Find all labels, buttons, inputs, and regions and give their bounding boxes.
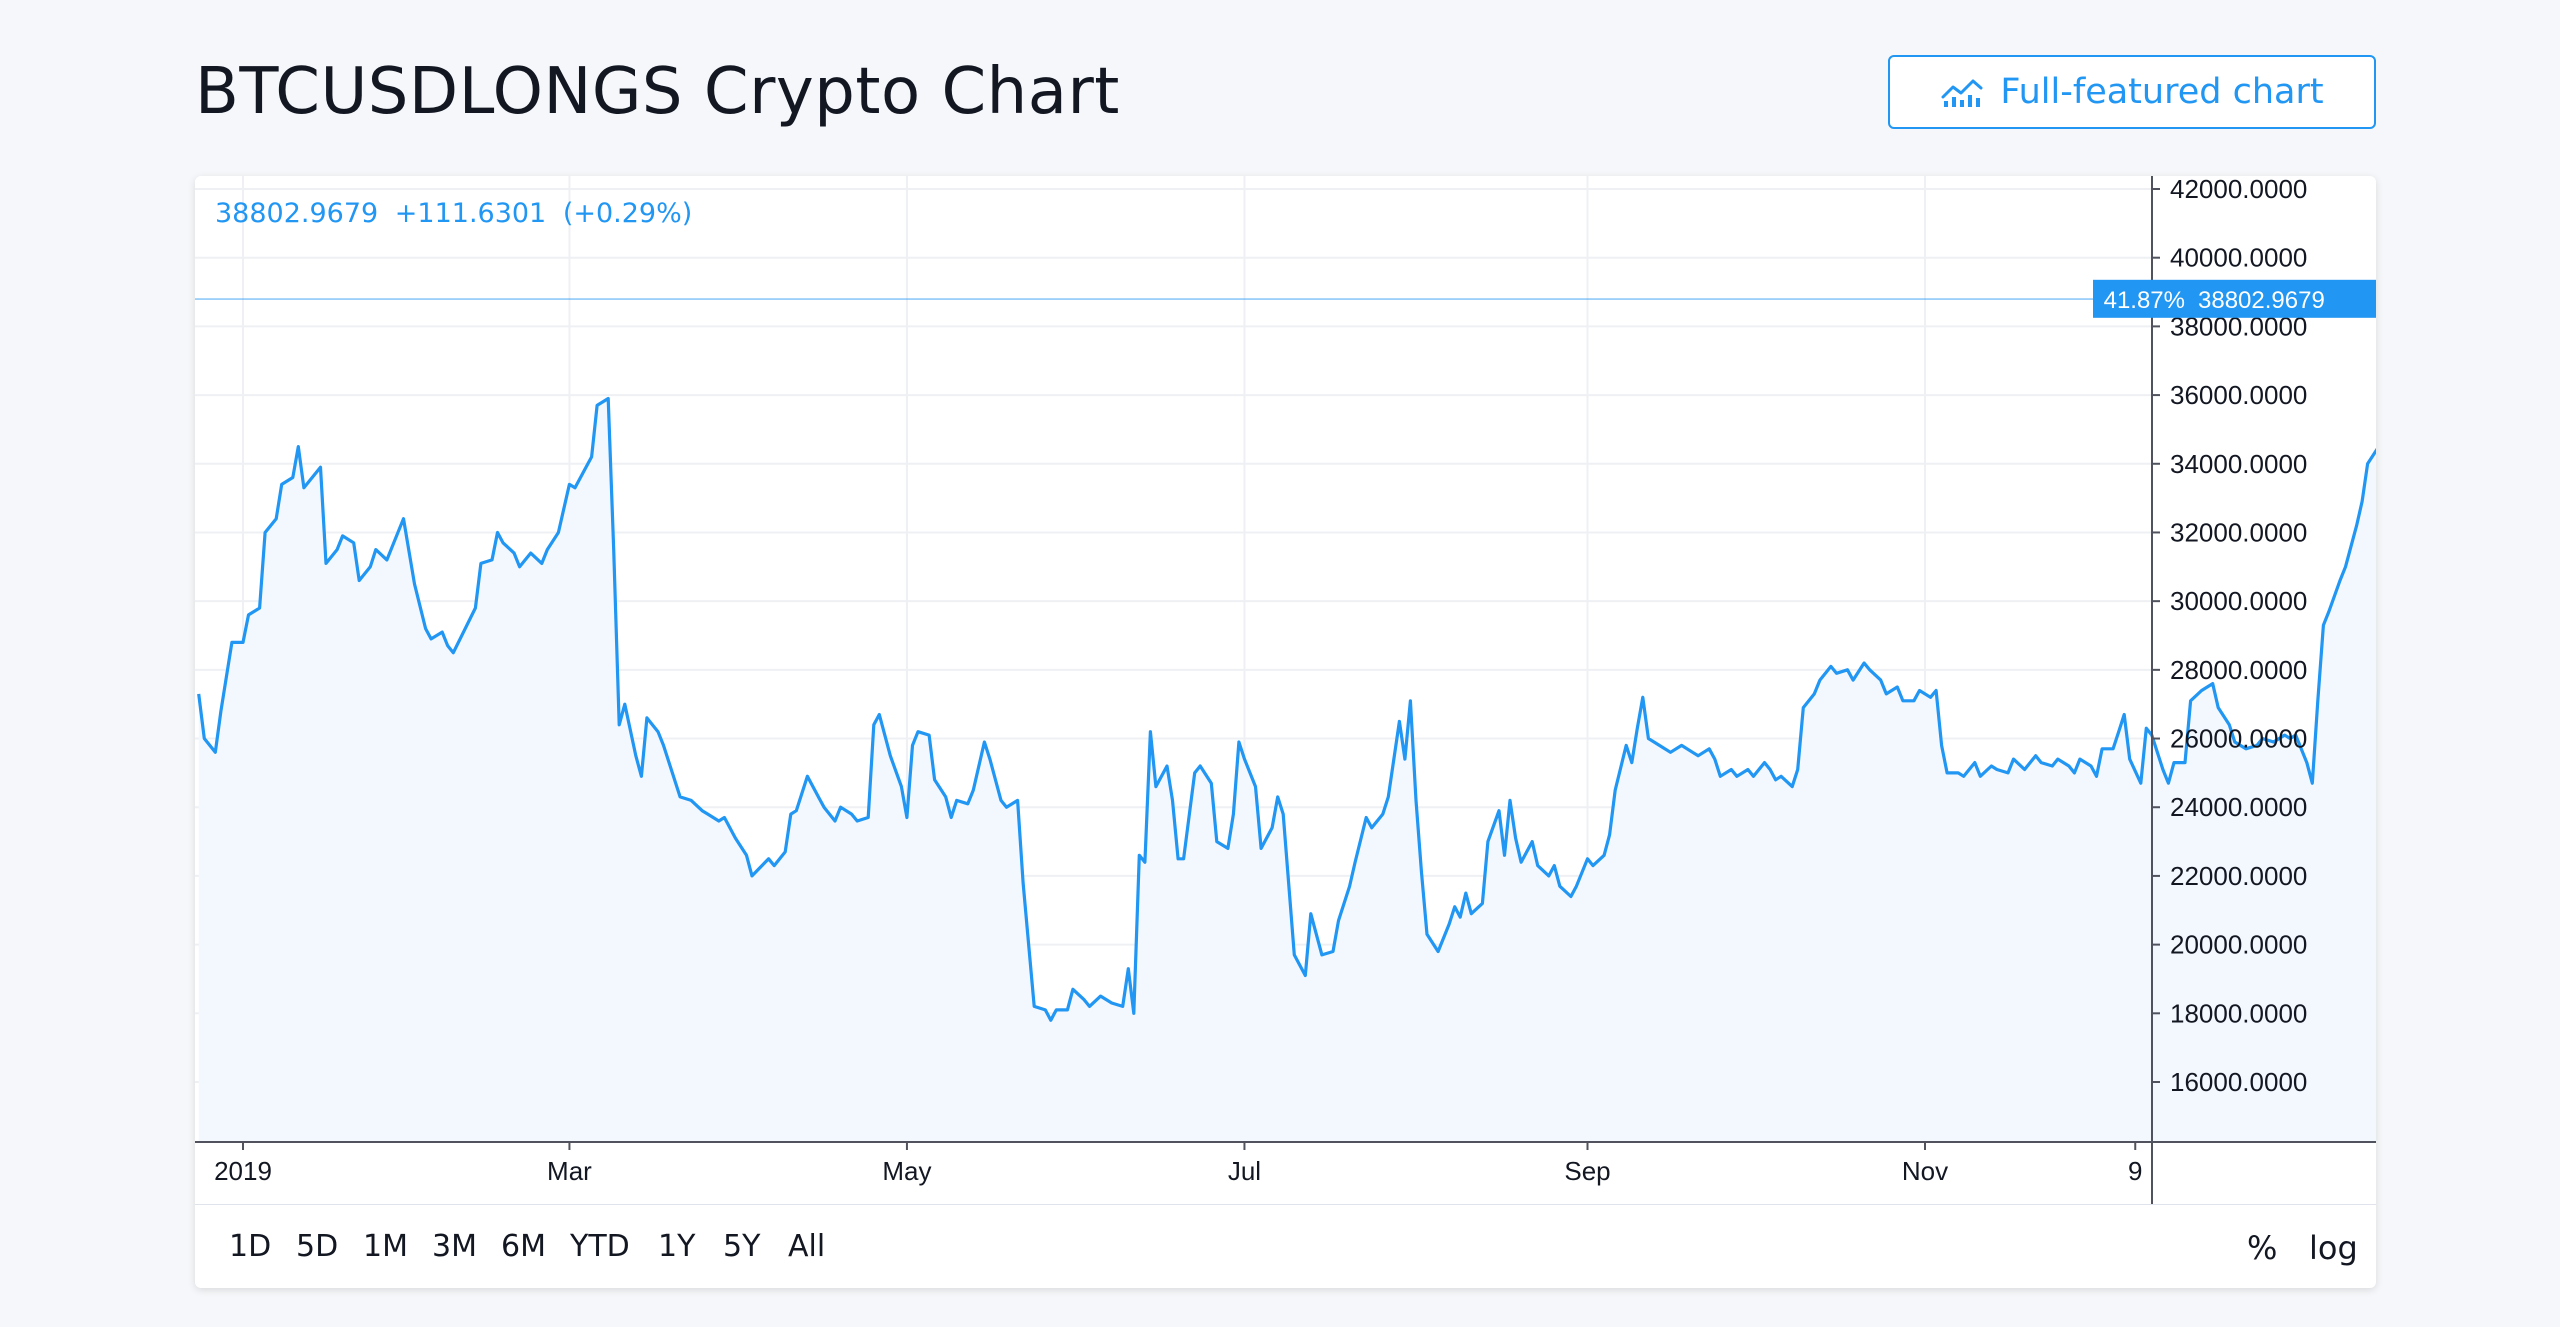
- x-tick-label: May: [882, 1156, 931, 1186]
- y-tick-label: 26000.0000: [2170, 724, 2307, 754]
- range-button-1d[interactable]: 1D: [229, 1229, 272, 1264]
- y-tick-label: 32000.0000: [2170, 517, 2307, 547]
- x-tick-label: Mar: [547, 1156, 592, 1186]
- y-tick-label: 16000.0000: [2170, 1067, 2307, 1097]
- x-tick-label: Nov: [1902, 1156, 1948, 1186]
- y-tick-label: 18000.0000: [2170, 998, 2307, 1028]
- percent-tag: [2093, 279, 2189, 318]
- full-featured-chart-label: Full-featured chart: [2000, 72, 2324, 112]
- series-line: [197, 396, 2376, 1022]
- y-tick-label: 36000.0000: [2170, 380, 2307, 410]
- percent-tag-label: 41.87%: [2104, 287, 2185, 314]
- range-button-1m[interactable]: 1M: [363, 1229, 408, 1264]
- last-price-tag-label: 38802.9679: [2198, 287, 2325, 314]
- log-scale-toggle[interactable]: log: [2309, 1229, 2358, 1267]
- price-legend: 38802.9679 +111.6301 (+0.29%): [215, 198, 700, 229]
- x-tick-label: 9: [2128, 1156, 2142, 1186]
- full-featured-chart-button[interactable]: Full-featured chart: [1888, 55, 2376, 129]
- y-tick-label: 40000.0000: [2170, 243, 2307, 273]
- legend-change: +111.6301: [394, 198, 547, 229]
- chart-trend-icon: [1941, 79, 1983, 107]
- range-toolbar: 1D 5D 1M 3M 6M YTD 1Y 5Y All % log: [195, 1204, 2376, 1288]
- percent-scale-toggle[interactable]: %: [2247, 1229, 2278, 1267]
- y-tick-label: 42000.0000: [2170, 176, 2307, 204]
- range-button-5y[interactable]: 5Y: [723, 1229, 761, 1264]
- legend-change-percent: (+0.29%): [562, 198, 693, 229]
- y-tick-label: 22000.0000: [2170, 861, 2307, 891]
- x-tick-label: 2019: [214, 1156, 272, 1186]
- range-button-3m[interactable]: 3M: [432, 1229, 477, 1264]
- last-price-tag: [2189, 279, 2376, 318]
- x-tick-label: Jul: [1228, 1156, 1261, 1186]
- series-area: [198, 398, 2376, 1142]
- last-price-line: [195, 298, 2152, 300]
- price-chart[interactable]: 42000.000040000.000038000.000036000.0000…: [195, 176, 2376, 1204]
- y-tick-label: 24000.0000: [2170, 792, 2307, 822]
- chart-card: 42000.0000 40000.0000 38000.0000 36000.0000…: [195, 176, 2376, 1288]
- y-tick-label: 34000.0000: [2170, 449, 2307, 479]
- y-tick-label: 30000.0000: [2170, 586, 2307, 616]
- range-button-6m[interactable]: 6M: [501, 1229, 546, 1264]
- x-tick-label: Sep: [1564, 1156, 1610, 1186]
- page-title: BTCUSDLONGS Crypto Chart: [195, 55, 1120, 129]
- y-tick-label: 28000.0000: [2170, 655, 2307, 685]
- legend-last-value: 38802.9679: [215, 198, 379, 229]
- range-button-1y[interactable]: 1Y: [658, 1229, 696, 1264]
- y-tick-label: 20000.0000: [2170, 930, 2307, 960]
- range-button-all[interactable]: All: [788, 1229, 826, 1264]
- range-button-5d[interactable]: 5D: [296, 1229, 339, 1264]
- range-button-ytd[interactable]: YTD: [570, 1229, 630, 1264]
